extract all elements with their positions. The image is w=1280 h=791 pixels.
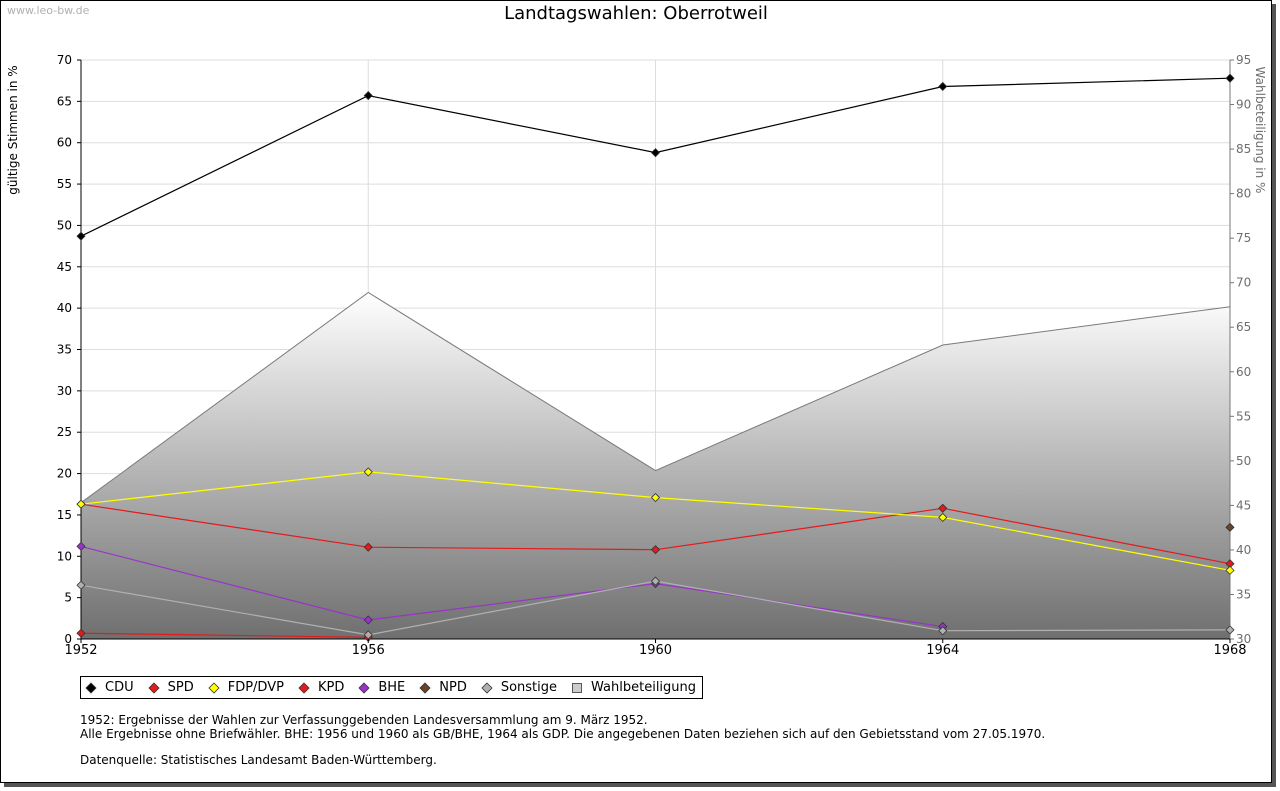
data-point-cdu [650, 148, 661, 158]
y-tick-label: 70 [57, 53, 72, 67]
y2-tick-label: 45 [1236, 498, 1251, 512]
y-tick-label: 0 [64, 632, 72, 646]
y2-tick-label: 60 [1236, 365, 1251, 379]
y2-tick-label: 50 [1236, 454, 1251, 468]
turnout-line [80, 291, 1231, 504]
data-point-sonstige [76, 580, 86, 590]
x-tick-label: 1952 [64, 643, 97, 658]
data-point-cdu [363, 91, 373, 101]
series-line-kpd [80, 632, 369, 638]
chart-notes: 1952: Ergebnisse der Wahlen zur Verfassu… [80, 713, 1045, 767]
y2-tick-label: 40 [1236, 543, 1251, 557]
legend-marker-spd [148, 681, 160, 694]
y-tick-label: 30 [57, 384, 72, 398]
legend-marker-kpd [298, 681, 310, 694]
watermark: www.leo-bw.de [7, 4, 90, 17]
y-tick-label: 60 [57, 136, 72, 150]
legend-label-npd: NPD [439, 680, 467, 695]
legend-item-kpd: KPD [298, 680, 344, 695]
data-point-fdp-dvp [938, 512, 948, 522]
y2-tick-label: 55 [1236, 409, 1251, 423]
data-point-spd [363, 542, 373, 552]
y-tick-label: 55 [57, 177, 72, 191]
y-tick-label: 35 [57, 343, 72, 357]
y-tick-label: 40 [57, 301, 72, 315]
legend-marker-fdp-dvp [208, 681, 220, 694]
data-point-spd [938, 503, 948, 513]
y2-tick-label: 35 [1236, 587, 1251, 601]
series-line-bhe [80, 545, 943, 628]
legend-marker-npd [419, 681, 431, 694]
chart-legend: CDU SPD FDP/DVP KPD BHE NPD Sonstige Wahlbeteil… [80, 676, 704, 699]
data-point-fdp-dvp [650, 492, 661, 503]
x-tick-label: 1964 [926, 643, 959, 658]
legend-label-fdp-dvp: FDP/DVP [227, 680, 284, 695]
legend-marker-cdu [85, 681, 97, 694]
data-point-spd [650, 545, 661, 555]
legend-label-bhe: BHE [378, 680, 406, 695]
legend-label-spd: SPD [167, 680, 194, 695]
y2-tick-label: 30 [1236, 632, 1251, 646]
legend-marker-wahlbeteiligung [572, 682, 582, 693]
data-point-fdp-dvp [363, 467, 373, 477]
y2-tick-label: 65 [1236, 320, 1251, 334]
legend-marker-bhe [358, 681, 370, 694]
y2-tick-label: 70 [1236, 276, 1251, 290]
legend-label-wahlbeteiligung: Wahlbeteiligung [591, 680, 697, 695]
data-point-npd [1225, 522, 1235, 532]
note-2: Alle Ergebnisse ohne Briefwähler. BHE: 1… [80, 727, 1046, 741]
data-point-sonstige [938, 626, 948, 636]
legend-marker-sonstige [481, 681, 493, 694]
y-tick-label: 65 [57, 94, 72, 108]
data-point-bhe [76, 541, 86, 551]
data-point-kpd [76, 628, 86, 638]
legend-item-fdp-dvp: FDP/DVP [208, 680, 284, 695]
legend-label-sonstige: Sonstige [500, 680, 558, 695]
x-tick-label: 1968 [1213, 643, 1246, 658]
legend-label-cdu: CDU [105, 680, 134, 695]
turnout-area [81, 292, 1230, 639]
data-point-cdu [76, 231, 86, 241]
data-point-fdp-dvp [1225, 565, 1235, 575]
y2-tick-label: 75 [1236, 231, 1251, 245]
legend-item-cdu: CDU [85, 680, 134, 695]
data-point-cdu [1225, 73, 1235, 83]
legend-item-wahlbeteiligung: Wahlbeteiligung [571, 680, 696, 695]
y-tick-label: 20 [57, 467, 72, 481]
chart-title: Landtagswahlen: Oberrotweil [504, 3, 768, 24]
y-tick-label: 25 [57, 425, 72, 439]
data-point-cdu [938, 81, 948, 92]
legend-label-kpd: KPD [317, 680, 345, 695]
legend-item-sonstige: Sonstige [481, 680, 557, 695]
x-tick-label: 1960 [639, 643, 672, 658]
y2-tick-label: 80 [1236, 187, 1251, 201]
x-tick-label: 1956 [352, 643, 385, 658]
y-tick-label: 15 [57, 508, 72, 522]
y2-tick-label: 85 [1236, 142, 1251, 156]
legend-item-bhe: BHE [358, 680, 405, 695]
legend-item-spd: SPD [148, 680, 194, 695]
legend-item-npd: NPD [419, 680, 467, 695]
y-tick-label: 10 [57, 549, 72, 563]
data-point-bhe [363, 615, 373, 625]
note-1: 1952: Ergebnisse der Wahlen zur Verfassu… [80, 713, 648, 727]
data-point-fdp-dvp [76, 499, 86, 509]
data-point-sonstige [1225, 625, 1235, 635]
data-point-sonstige [363, 630, 373, 640]
y2-tick-label: 95 [1236, 53, 1251, 67]
y-tick-label: 50 [57, 218, 72, 232]
y-tick-label: 45 [57, 260, 72, 274]
note-source: Datenquelle: Statistisches Landesamt Bad… [80, 753, 437, 767]
data-point-sonstige [650, 576, 661, 586]
y2-tick-label: 90 [1236, 98, 1251, 112]
y-tick-label: 5 [64, 591, 72, 605]
